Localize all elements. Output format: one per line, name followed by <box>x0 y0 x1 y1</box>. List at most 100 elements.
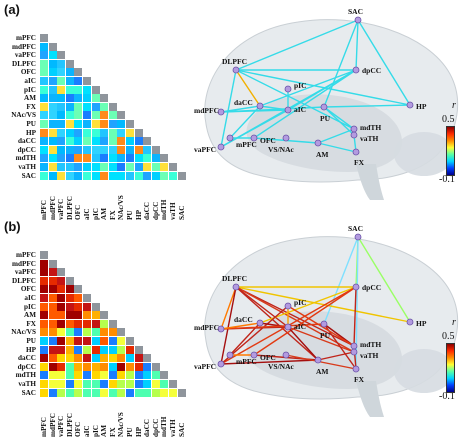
connection-edge <box>253 69 357 139</box>
matrix-cell <box>91 371 100 380</box>
matrix-cell <box>143 171 152 180</box>
matrix-cell <box>40 137 48 146</box>
matrix-row-label: PU <box>26 337 36 345</box>
matrix-cell <box>40 362 48 371</box>
matrix-cell <box>40 145 48 154</box>
region-node <box>350 131 358 139</box>
region-node <box>314 356 322 364</box>
matrix-cell <box>48 380 57 388</box>
matrix-cell <box>117 137 126 146</box>
matrix-cell <box>57 362 66 371</box>
matrix-cell <box>65 120 74 128</box>
matrix-row-label: FX <box>26 102 36 111</box>
matrix-cell <box>40 268 48 277</box>
region-label: DLPFC <box>222 57 247 66</box>
matrix-cell <box>40 294 48 302</box>
matrix-diagonal-cell <box>151 362 160 371</box>
matrix-col-label: mPFC <box>40 417 48 437</box>
matrix-cell <box>57 102 66 111</box>
matrix-cell <box>134 354 143 363</box>
region-node <box>226 134 234 142</box>
matrix-diagonal-cell <box>65 59 74 68</box>
matrix-row-label: dpCC <box>17 145 36 154</box>
region-label: SAC <box>348 7 363 16</box>
matrix-cell <box>65 171 74 180</box>
matrix-cell <box>83 354 91 363</box>
matrix-cell <box>126 371 134 380</box>
matrix-cell <box>134 145 143 154</box>
region-node <box>314 139 322 147</box>
matrix-cell <box>83 380 91 388</box>
matrix-cell <box>134 154 143 163</box>
matrix-diagonal-cell <box>151 145 160 154</box>
connection-edge <box>235 69 411 106</box>
matrix-cell <box>48 94 57 103</box>
matrix-cell <box>57 285 66 294</box>
matrix-col-label: HP <box>134 427 143 437</box>
matrix-cell <box>160 380 169 388</box>
region-node <box>256 319 264 327</box>
matrix-cell <box>48 68 57 77</box>
matrix-cell <box>108 345 117 354</box>
matrix-cell <box>91 362 100 371</box>
region-node <box>352 283 360 291</box>
colorbar-min-label: -0.1 <box>439 174 455 185</box>
brain-connectivity-network: SAC DLPFC dpCC pIC daCC aIC mdPFC PU HP mdTH vaTH v… <box>194 224 459 417</box>
matrix-diagonal-cell <box>143 137 152 146</box>
colorbar-variable-label: r <box>452 317 456 328</box>
matrix-cell <box>40 276 48 285</box>
matrix-cell <box>48 337 57 345</box>
matrix-cell <box>108 163 117 171</box>
matrix-row-label: OFC <box>20 285 36 294</box>
panel-a: (a) SAC DLPFC dpCC pIC daCC aIC mdPFC PU HP mdTH v… <box>0 0 474 220</box>
region-node <box>350 125 358 133</box>
colorbar <box>446 343 455 393</box>
matrix-cell <box>65 68 74 77</box>
matrix-cell <box>65 94 74 103</box>
connection-edge <box>235 286 319 361</box>
matrix-diagonal-cell <box>177 388 186 397</box>
matrix-diagonal-cell <box>126 120 134 128</box>
matrix-col-label: PU <box>126 427 134 437</box>
colorbar-variable-label: r <box>452 100 456 111</box>
matrix-cell <box>48 102 57 111</box>
matrix-cell <box>108 171 117 180</box>
colorbar-max-label: 0.5 <box>442 331 455 342</box>
matrix-cell <box>65 345 74 354</box>
matrix-row-label: OFC <box>20 68 36 77</box>
matrix-cell <box>91 337 100 345</box>
connection-edge <box>357 19 411 106</box>
matrix-cell <box>57 163 66 171</box>
matrix-cell <box>108 337 117 345</box>
matrix-cell <box>100 328 109 337</box>
region-label: aIC <box>294 105 306 114</box>
matrix-cell <box>83 111 91 120</box>
matrix-row-label: mdTH <box>15 371 36 380</box>
matrix-cell <box>100 128 109 137</box>
matrix-cell <box>143 362 152 371</box>
matrix-cell <box>48 311 57 320</box>
matrix-cell <box>40 388 48 397</box>
matrix-cell <box>40 111 48 120</box>
matrix-row-label: AM <box>24 311 36 320</box>
connection-edge <box>235 286 289 328</box>
matrix-diagonal-cell <box>160 154 169 163</box>
matrix-cell <box>65 128 74 137</box>
matrix-row-label: aIC <box>24 77 36 85</box>
matrix-cell <box>117 354 126 363</box>
matrix-diagonal-cell <box>134 345 143 354</box>
matrix-cell <box>100 337 109 345</box>
panel-letter: (a) <box>4 2 20 17</box>
matrix-diagonal-cell <box>169 380 177 388</box>
matrix-cell <box>91 354 100 363</box>
matrix-cell <box>74 77 83 85</box>
matrix-cell <box>91 137 100 146</box>
matrix-cell <box>108 154 117 163</box>
matrix-cell <box>108 388 117 397</box>
matrix-cell <box>65 154 74 163</box>
matrix-cell <box>143 163 152 171</box>
matrix-cell <box>108 137 117 146</box>
matrix-row-label: pIC <box>24 302 36 311</box>
matrix-col-label: vaTH <box>169 419 177 437</box>
matrix-cell <box>57 371 66 380</box>
